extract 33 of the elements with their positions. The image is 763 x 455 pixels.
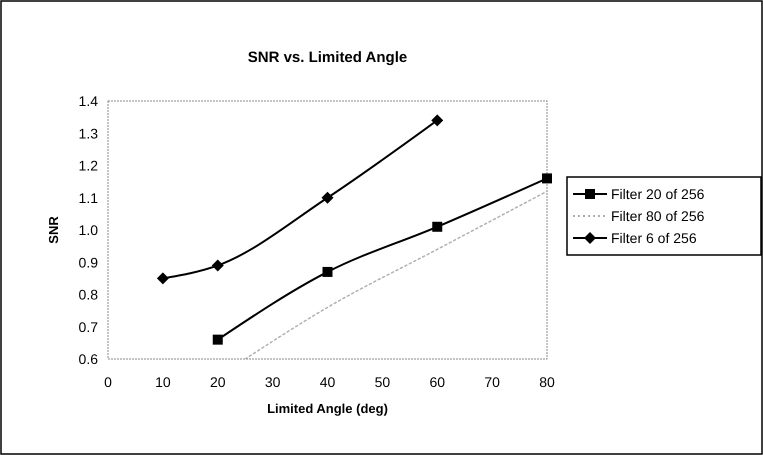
x-tick-label: 80 bbox=[539, 374, 555, 390]
point bbox=[322, 266, 332, 277]
y-tick-label: 0.8 bbox=[78, 286, 98, 302]
legend-label: Filter 6 of 256 bbox=[611, 230, 697, 246]
x-tick-label: 10 bbox=[155, 374, 171, 390]
y-tick-label: 1.0 bbox=[78, 222, 98, 238]
point bbox=[542, 173, 552, 184]
point bbox=[212, 334, 223, 345]
point bbox=[156, 272, 169, 284]
x-tick-label: 60 bbox=[429, 374, 446, 390]
y-axis-title: SNR bbox=[46, 216, 61, 244]
point bbox=[212, 259, 224, 272]
x-axis-title: Limited Angle (deg) bbox=[267, 401, 388, 416]
y-tick-label: 0.9 bbox=[78, 254, 98, 270]
y-tick-label: 1.2 bbox=[78, 158, 98, 174]
y-tick-label: 1.4 bbox=[78, 93, 98, 109]
line-series bbox=[244, 190, 547, 359]
x-tick-label: 20 bbox=[210, 374, 226, 390]
chart-title: SNR vs. Limited Angle bbox=[248, 49, 408, 66]
point bbox=[431, 114, 444, 126]
x-tick-label: 50 bbox=[374, 374, 390, 390]
point bbox=[322, 192, 334, 204]
x-tick-label: 30 bbox=[264, 374, 281, 390]
x-tick-label: 0 bbox=[104, 374, 112, 390]
x-tick-label: 70 bbox=[484, 374, 500, 390]
point bbox=[432, 222, 442, 232]
legend-label: Filter 80 of 256 bbox=[611, 208, 705, 224]
x-tick-label: 40 bbox=[320, 374, 336, 390]
y-tick-label: 1.3 bbox=[78, 125, 98, 142]
y-tick-label: 0.7 bbox=[78, 318, 98, 335]
y-tick-label: 1.1 bbox=[78, 190, 98, 206]
y-tick-label: 0.6 bbox=[78, 351, 98, 367]
legend-label: Filter 20 of 256 bbox=[611, 186, 705, 202]
